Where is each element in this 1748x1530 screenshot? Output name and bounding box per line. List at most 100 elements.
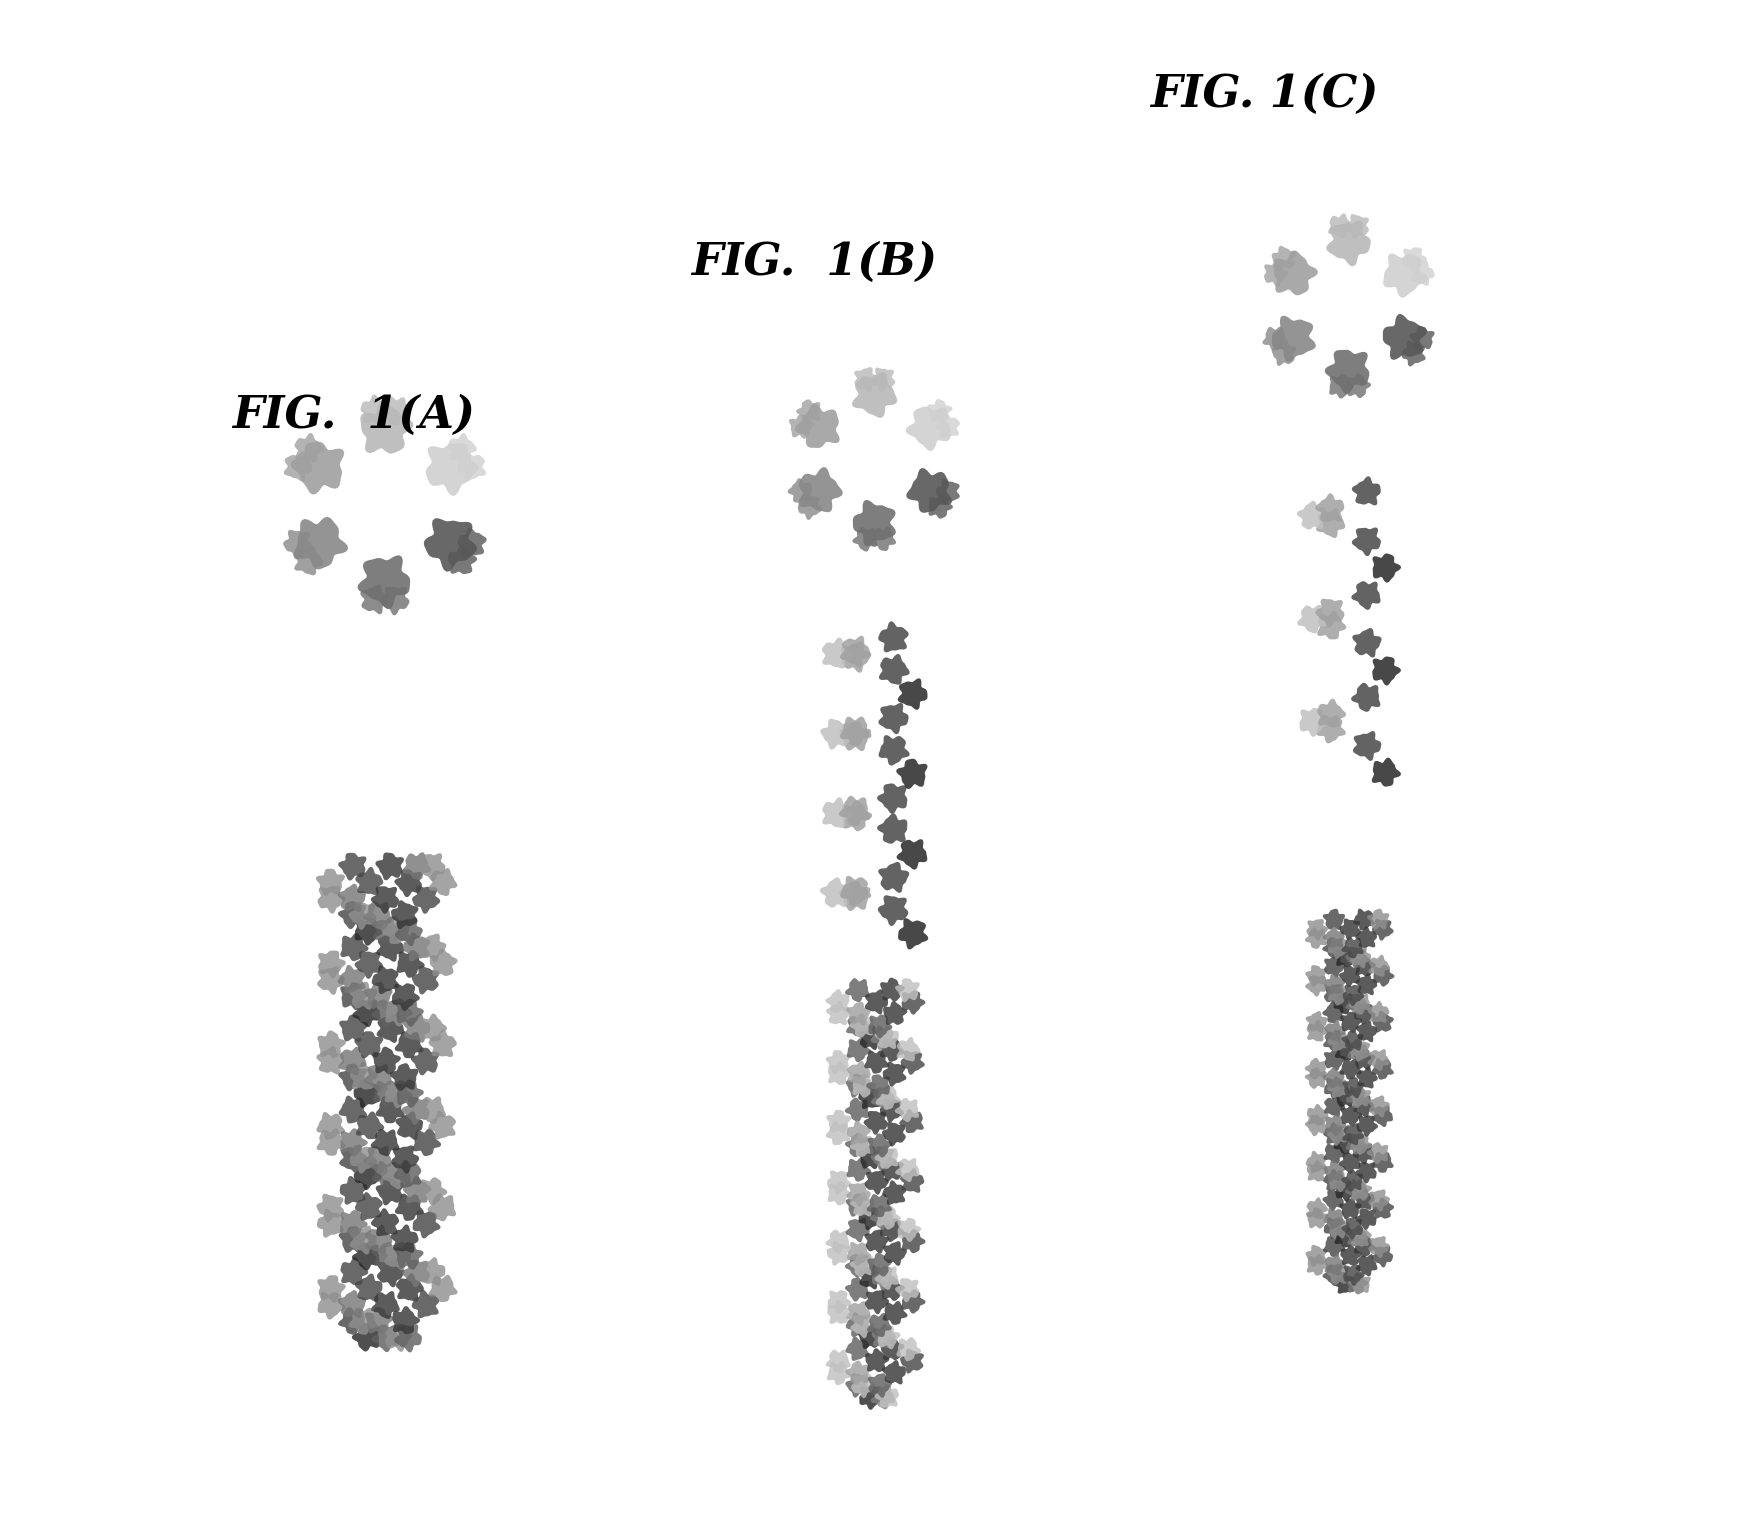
- Polygon shape: [353, 1161, 381, 1190]
- Polygon shape: [877, 734, 909, 765]
- Polygon shape: [839, 875, 871, 906]
- Polygon shape: [458, 528, 486, 557]
- Polygon shape: [864, 1170, 888, 1195]
- Polygon shape: [850, 1013, 872, 1037]
- Polygon shape: [883, 1300, 907, 1325]
- Polygon shape: [825, 1109, 851, 1134]
- Polygon shape: [376, 852, 404, 880]
- Polygon shape: [788, 415, 815, 439]
- Polygon shape: [876, 1206, 900, 1230]
- Polygon shape: [351, 1323, 379, 1351]
- Polygon shape: [339, 1047, 367, 1076]
- Polygon shape: [1325, 1114, 1346, 1137]
- Polygon shape: [1321, 1169, 1344, 1190]
- Polygon shape: [1372, 656, 1400, 685]
- Polygon shape: [1355, 1021, 1376, 1042]
- Polygon shape: [871, 526, 895, 551]
- Polygon shape: [869, 1206, 893, 1230]
- Polygon shape: [372, 1080, 402, 1108]
- Polygon shape: [1299, 708, 1327, 737]
- Polygon shape: [395, 1111, 423, 1140]
- Polygon shape: [337, 965, 365, 993]
- Polygon shape: [395, 1273, 423, 1302]
- Polygon shape: [897, 1037, 919, 1062]
- Polygon shape: [928, 494, 953, 519]
- Polygon shape: [881, 1121, 905, 1146]
- Polygon shape: [425, 444, 479, 496]
- Polygon shape: [850, 1253, 874, 1278]
- Polygon shape: [316, 1274, 346, 1304]
- Polygon shape: [318, 886, 346, 913]
- Polygon shape: [1323, 1021, 1344, 1042]
- Polygon shape: [339, 1144, 367, 1174]
- Polygon shape: [337, 1290, 365, 1319]
- Polygon shape: [1353, 1236, 1376, 1258]
- Polygon shape: [1367, 1189, 1390, 1212]
- Polygon shape: [1328, 1170, 1349, 1192]
- Polygon shape: [1271, 315, 1314, 361]
- Polygon shape: [1346, 1086, 1367, 1108]
- Polygon shape: [1355, 1066, 1377, 1088]
- Polygon shape: [1304, 927, 1327, 949]
- Polygon shape: [1355, 973, 1376, 995]
- Polygon shape: [935, 479, 960, 505]
- Polygon shape: [1351, 627, 1381, 658]
- Polygon shape: [447, 433, 477, 462]
- Polygon shape: [867, 1134, 891, 1158]
- Polygon shape: [383, 916, 411, 944]
- Polygon shape: [1370, 1105, 1391, 1128]
- Polygon shape: [1306, 1021, 1327, 1042]
- Polygon shape: [1348, 1273, 1370, 1294]
- Polygon shape: [1314, 508, 1344, 539]
- Polygon shape: [351, 999, 379, 1027]
- Polygon shape: [383, 1161, 411, 1189]
- Polygon shape: [447, 545, 477, 574]
- Polygon shape: [1339, 1106, 1362, 1128]
- Polygon shape: [339, 1177, 367, 1204]
- Polygon shape: [827, 1300, 851, 1323]
- Polygon shape: [395, 1031, 423, 1059]
- Polygon shape: [1334, 946, 1356, 967]
- Polygon shape: [385, 1323, 413, 1353]
- Polygon shape: [1306, 1255, 1328, 1276]
- Polygon shape: [827, 1362, 851, 1385]
- Polygon shape: [402, 1014, 430, 1042]
- Polygon shape: [1351, 581, 1379, 610]
- Polygon shape: [283, 529, 313, 558]
- Polygon shape: [871, 1085, 895, 1111]
- Polygon shape: [351, 1242, 379, 1270]
- Polygon shape: [411, 1290, 439, 1319]
- Polygon shape: [1353, 955, 1376, 976]
- Polygon shape: [423, 519, 477, 572]
- Polygon shape: [871, 1025, 895, 1050]
- Polygon shape: [411, 1048, 439, 1076]
- Polygon shape: [844, 978, 869, 1002]
- Polygon shape: [825, 1121, 850, 1144]
- Polygon shape: [428, 1111, 456, 1140]
- Polygon shape: [1321, 909, 1344, 930]
- Polygon shape: [427, 1193, 456, 1221]
- Polygon shape: [825, 1230, 850, 1253]
- Polygon shape: [376, 933, 404, 962]
- Polygon shape: [871, 367, 895, 393]
- Polygon shape: [877, 895, 907, 926]
- Polygon shape: [864, 1230, 888, 1255]
- Polygon shape: [1372, 1198, 1393, 1219]
- Polygon shape: [871, 1146, 893, 1170]
- Polygon shape: [393, 1160, 421, 1187]
- Polygon shape: [418, 933, 446, 962]
- Polygon shape: [1346, 1134, 1367, 1155]
- Polygon shape: [844, 1134, 869, 1157]
- Polygon shape: [1323, 350, 1369, 395]
- Polygon shape: [794, 404, 839, 448]
- Polygon shape: [898, 1109, 923, 1134]
- Polygon shape: [456, 451, 486, 482]
- Polygon shape: [1346, 373, 1370, 398]
- Polygon shape: [371, 1129, 399, 1157]
- Polygon shape: [1339, 1198, 1362, 1219]
- Polygon shape: [355, 918, 383, 946]
- Polygon shape: [841, 641, 871, 673]
- Polygon shape: [1334, 1271, 1355, 1294]
- Polygon shape: [825, 988, 850, 1013]
- Polygon shape: [376, 1014, 404, 1043]
